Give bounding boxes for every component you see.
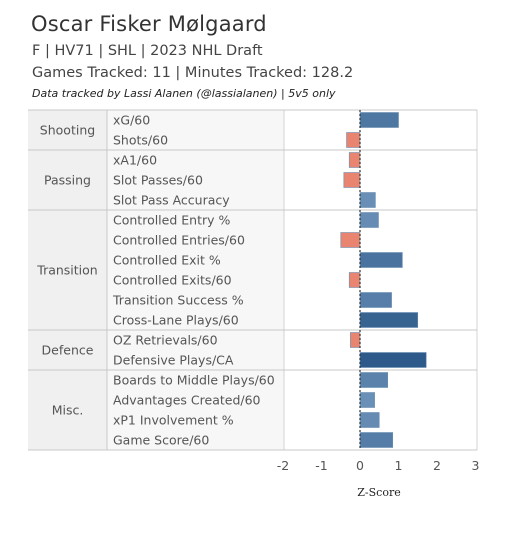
bar (343, 172, 361, 188)
metric-label: Controlled Entry % (113, 213, 230, 228)
metric-label: Controlled Exits/60 (113, 273, 232, 288)
bar (340, 232, 361, 248)
x-tick-label: 2 (433, 458, 441, 473)
bar (359, 412, 380, 428)
player-info: F | HV71 | SHL | 2023 NHL Draft (32, 43, 263, 59)
page-title: Oscar Fisker Mølgaard (31, 12, 267, 36)
x-tick-label: 0 (356, 458, 364, 473)
metric-label: Controlled Exit % (113, 253, 221, 268)
bar (359, 312, 419, 328)
bar (359, 372, 389, 388)
metric-label: Cross-Lane Plays/60 (113, 313, 239, 328)
x-tick-label: -1 (315, 458, 327, 473)
bar (359, 392, 375, 408)
plot-area (283, 109, 478, 451)
bar (359, 432, 394, 448)
metric-label: Shots/60 (113, 133, 168, 148)
metric-label: xP1 Involvement % (113, 413, 234, 428)
metric-label: OZ Retrievals/60 (113, 333, 218, 348)
bar (359, 212, 379, 228)
data-credit-note: Data tracked by Lassi Alanen (@lassialan… (32, 87, 336, 100)
bar (359, 352, 427, 368)
games-tracked: Games Tracked: 11 | Minutes Tracked: 128… (32, 65, 354, 81)
metric-label: Slot Passes/60 (113, 173, 203, 188)
x-axis-title: Z-Score (357, 486, 400, 499)
bar (350, 332, 361, 348)
bar (346, 132, 361, 148)
metric-label: Defensive Plays/CA (113, 353, 234, 368)
bar (348, 152, 361, 168)
metric-panel-bg (107, 110, 284, 450)
metric-label: Boards to Middle Plays/60 (113, 373, 275, 388)
group-label-defence: Defence (42, 343, 94, 358)
bar (359, 192, 376, 208)
metric-label: Transition Success % (112, 293, 244, 308)
metric-label: Controlled Entries/60 (113, 233, 245, 248)
bar (359, 252, 403, 268)
bar (348, 272, 361, 288)
x-tick-label: 3 (472, 458, 480, 473)
group-label-passing: Passing (44, 173, 91, 188)
group-label-transition: Transition (36, 263, 97, 278)
bar (359, 292, 392, 308)
metric-label: xG/60 (113, 113, 150, 128)
x-tick-label: 1 (395, 458, 403, 473)
bar (359, 112, 399, 128)
metric-label: Slot Pass Accuracy (113, 193, 230, 208)
group-label-misc: Misc. (52, 403, 84, 418)
metric-label: Game Score/60 (113, 433, 209, 448)
x-tick-label: -2 (277, 458, 289, 473)
metric-label: xA1/60 (113, 153, 157, 168)
metric-label: Advantages Created/60 (113, 393, 261, 408)
group-label-shooting: Shooting (40, 123, 95, 138)
